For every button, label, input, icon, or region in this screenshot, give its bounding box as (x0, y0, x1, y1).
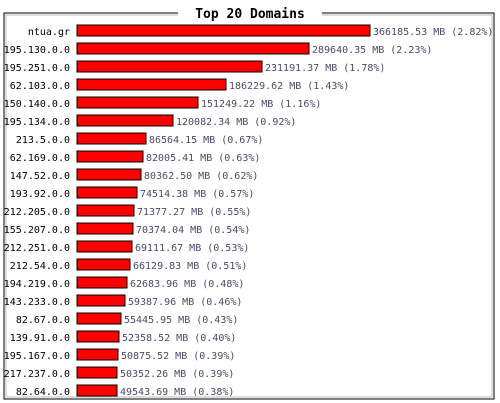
value-label: 86564.15 MB (0.67%) (149, 135, 263, 146)
value-label: 231191.37 MB (1.78%) (265, 63, 385, 74)
category-label: 62.103.0.0 (10, 81, 70, 92)
bar (76, 96, 199, 109)
bar (76, 294, 126, 307)
category-label: 194.219.0.0 (4, 279, 70, 290)
bar (76, 168, 142, 181)
bar (76, 24, 371, 37)
category-label: 62.169.0.0 (10, 153, 70, 164)
value-label: 59387.96 MB (0.46%) (128, 297, 242, 308)
value-label: 80362.50 MB (0.62%) (144, 171, 258, 182)
bar (76, 186, 138, 199)
bar (76, 348, 119, 361)
value-label: 120082.34 MB (0.92%) (176, 117, 296, 128)
category-label: 212.205.0.0 (4, 207, 70, 218)
bar (76, 312, 122, 325)
value-label: 82005.41 MB (0.63%) (146, 153, 260, 164)
bar (76, 276, 128, 289)
category-label: 82.67.0.0 (16, 315, 70, 326)
value-label: 69111.67 MB (0.53%) (135, 243, 249, 254)
bar (76, 204, 135, 217)
category-label: 147.52.0.0 (10, 171, 70, 182)
value-label: 50875.52 MB (0.39%) (121, 351, 235, 362)
category-label: 212.251.0.0 (4, 243, 70, 254)
value-label: 186229.62 MB (1.43%) (229, 81, 349, 92)
bar (76, 240, 133, 253)
value-label: 49543.69 MB (0.38%) (120, 387, 234, 398)
category-label: ntua.gr (28, 27, 70, 38)
value-label: 52358.52 MB (0.40%) (122, 333, 236, 344)
value-label: 289640.35 MB (2.23%) (312, 45, 432, 56)
bar (76, 330, 120, 343)
value-label: 62683.96 MB (0.48%) (130, 279, 244, 290)
bar (76, 132, 147, 145)
value-label: 55445.95 MB (0.43%) (124, 315, 238, 326)
category-label: 213.5.0.0 (16, 135, 70, 146)
bar (76, 366, 118, 379)
value-label: 74514.38 MB (0.57%) (140, 189, 254, 200)
bar (76, 42, 310, 55)
value-label: 66129.83 MB (0.51%) (133, 261, 247, 272)
category-label: 155.207.0.0 (4, 225, 70, 236)
value-label: 50352.26 MB (0.39%) (120, 369, 234, 380)
value-label: 151249.22 MB (1.16%) (201, 99, 321, 110)
bar (76, 60, 263, 73)
bar-rows: ntua.gr 366185.53 MB (2.82%) 195.130.0.0 28… (4, 24, 493, 398)
category-label: 217.237.0.0 (4, 369, 70, 380)
category-label: 195.130.0.0 (4, 45, 70, 56)
value-label: 366185.53 MB (2.82%) (373, 27, 493, 38)
chart-title-background (178, 5, 322, 21)
bar (76, 384, 118, 397)
category-label: 139.91.0.0 (10, 333, 70, 344)
bar (76, 114, 174, 127)
category-label: 195.167.0.0 (4, 351, 70, 362)
chart-title: Top 20 Domains (195, 7, 305, 22)
bar (76, 150, 144, 163)
category-label: 143.233.0.0 (4, 297, 70, 308)
category-label: 82.64.0.0 (16, 387, 70, 398)
category-label: 195.134.0.0 (4, 117, 70, 128)
value-label: 71377.27 MB (0.55%) (137, 207, 251, 218)
value-label: 70374.04 MB (0.54%) (136, 225, 250, 236)
bar (76, 222, 134, 235)
bar (76, 258, 131, 271)
category-label: 193.92.0.0 (10, 189, 70, 200)
bar (76, 78, 227, 91)
category-label: 150.140.0.0 (4, 99, 70, 110)
category-label: 212.54.0.0 (10, 261, 70, 272)
category-label: 195.251.0.0 (4, 63, 70, 74)
